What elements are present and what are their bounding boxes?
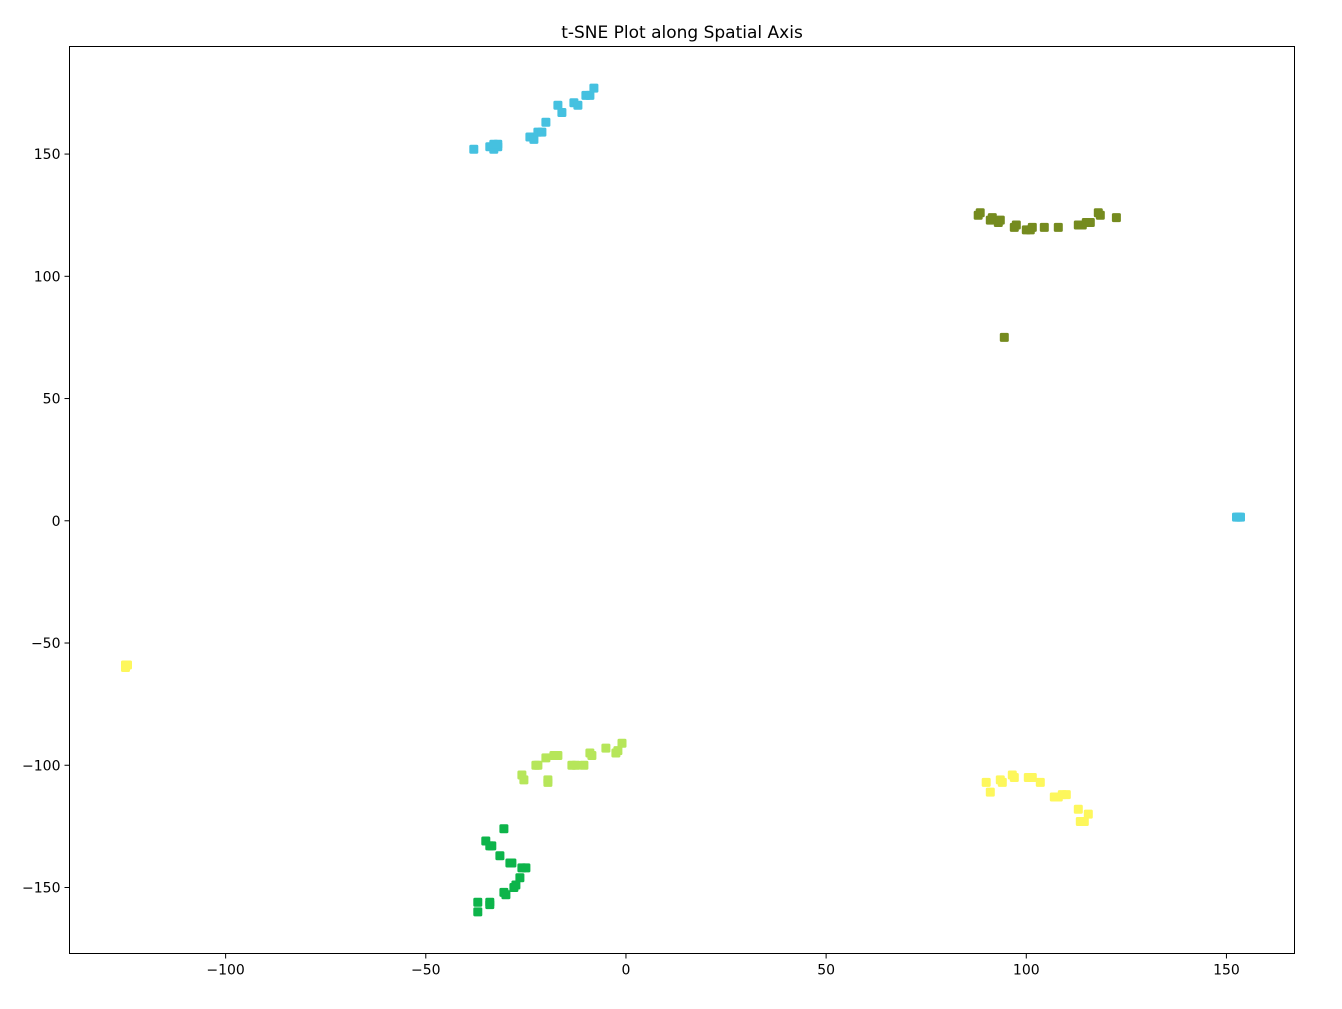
data-point	[999, 332, 1009, 342]
y-tick-label: 0	[52, 514, 61, 530]
x-axis: −100 −50 0 50 100 150	[206, 953, 1240, 979]
x-tick-label: −100	[206, 963, 244, 979]
data-point	[617, 738, 627, 748]
data-point	[1073, 804, 1083, 814]
data-point	[1111, 213, 1121, 223]
data-point	[1027, 773, 1037, 782]
data-point	[573, 100, 583, 110]
data-point	[613, 746, 623, 756]
y-tick-label: 100	[34, 269, 61, 285]
data-point	[529, 134, 539, 144]
data-point	[1232, 512, 1241, 522]
data-point	[511, 880, 521, 890]
data-point	[553, 751, 563, 760]
data-point	[1085, 218, 1095, 227]
points-layer	[121, 83, 1245, 917]
data-point	[469, 144, 479, 154]
data-point	[1035, 777, 1045, 787]
y-tick-label: 50	[43, 392, 61, 408]
data-point	[487, 841, 497, 851]
plot-frame	[69, 46, 1295, 954]
data-point	[473, 907, 483, 917]
y-tick-label: −50	[31, 636, 61, 652]
data-point	[493, 139, 503, 149]
data-point	[587, 751, 597, 760]
y-tick-label: −150	[22, 880, 60, 896]
data-point	[515, 873, 525, 883]
data-point	[537, 127, 547, 137]
data-point	[541, 753, 551, 763]
data-point	[985, 787, 995, 797]
data-point	[995, 215, 1005, 225]
data-point	[579, 760, 589, 770]
x-tick-label: 100	[1013, 963, 1040, 979]
y-axis: −150 −100 −50 0 50 100 150	[22, 147, 70, 896]
data-point	[585, 90, 595, 100]
x-tick-label: 50	[817, 963, 835, 979]
data-point	[121, 663, 130, 672]
data-point	[1039, 222, 1049, 232]
data-point	[1095, 210, 1105, 220]
x-tick-label: 0	[621, 963, 630, 979]
data-point	[485, 900, 495, 910]
data-point	[521, 863, 531, 873]
data-point	[1027, 222, 1037, 232]
data-point	[571, 760, 581, 770]
data-point	[589, 83, 599, 93]
y-tick-label: −100	[22, 758, 60, 774]
data-point	[533, 760, 543, 770]
data-point	[557, 108, 567, 117]
x-tick-label: −50	[411, 963, 441, 979]
data-point	[601, 743, 611, 753]
data-point	[495, 851, 505, 861]
data-point	[507, 858, 517, 868]
data-point	[1079, 817, 1089, 826]
data-point	[997, 777, 1007, 787]
data-point	[519, 775, 529, 785]
data-point	[541, 117, 551, 127]
data-point	[553, 100, 563, 110]
data-point	[1053, 222, 1063, 232]
chart-title: t-SNE Plot along Spatial Axis	[561, 23, 803, 43]
data-point	[975, 208, 985, 218]
x-tick-label: 150	[1213, 963, 1240, 979]
y-tick-label: 150	[34, 147, 61, 163]
data-point	[473, 897, 483, 907]
data-point	[1011, 220, 1021, 230]
data-point	[1083, 809, 1093, 819]
data-point	[981, 777, 991, 787]
data-point	[1061, 790, 1071, 800]
data-point	[501, 890, 511, 900]
data-point	[1009, 773, 1019, 782]
data-point	[543, 775, 553, 785]
data-point	[499, 824, 509, 834]
